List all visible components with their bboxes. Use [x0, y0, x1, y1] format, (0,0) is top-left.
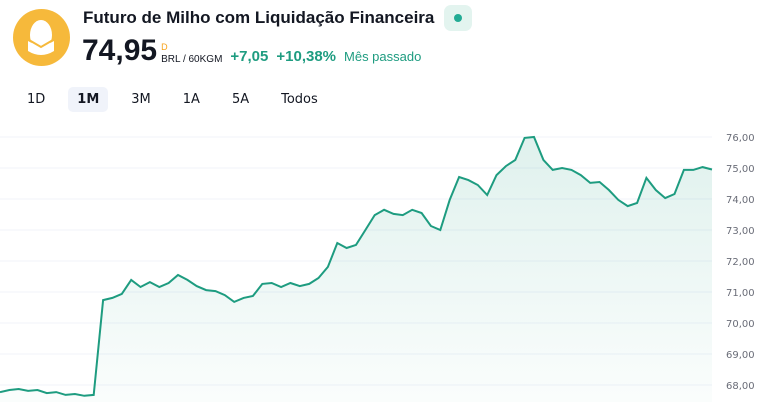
- y-tick-label: 68,00: [726, 381, 755, 392]
- price-change-percent: +10,38%: [276, 48, 337, 65]
- tab-5a[interactable]: 5A: [231, 92, 250, 107]
- tab-1a[interactable]: 1A: [182, 92, 200, 107]
- y-tick-label: 73,00: [726, 226, 755, 237]
- y-tick-label: 76,00: [726, 133, 755, 144]
- tab-3m[interactable]: 3M: [131, 92, 151, 107]
- y-tick-label: 74,00: [726, 195, 755, 206]
- status-dot-icon: [454, 14, 463, 22]
- period-label: Mês passado: [344, 49, 422, 64]
- price-unit: BRL / 60KGM: [161, 54, 223, 65]
- y-tick-label: 70,00: [726, 319, 755, 330]
- tab-todos[interactable]: Todos: [281, 92, 318, 107]
- title-row: Futuro de Milho com Liquidação Financeir…: [83, 5, 473, 31]
- delayed-flag: D: [161, 42, 168, 52]
- range-tabs: 1D 1M 3M 1A 5A Todos: [18, 87, 341, 112]
- price-change: +7,05: [230, 48, 269, 65]
- symbol-title: Futuro de Milho com Liquidação Financeir…: [83, 8, 435, 27]
- y-tick-label: 69,00: [726, 350, 755, 361]
- y-tick-label: 71,00: [726, 288, 755, 299]
- tab-1d[interactable]: 1D: [27, 92, 46, 107]
- corn-logo-icon: [13, 9, 70, 66]
- y-tick-label: 72,00: [726, 257, 755, 268]
- market-status-badge[interactable]: [444, 5, 473, 31]
- tab-1m[interactable]: 1M: [68, 87, 109, 112]
- price-chart[interactable]: 76,00 75,00 74,00 73,00 72,00 71,00 70,00 69,00…: [0, 120, 761, 402]
- y-tick-label: 75,00: [726, 164, 755, 175]
- last-price: 74,95: [82, 34, 158, 67]
- price-row: 74,95 D BRL / 60KGM +7,05 +10,38% Mês pa…: [82, 34, 421, 68]
- price-line: [0, 135, 713, 397]
- price-meta: D BRL / 60KGM: [161, 42, 222, 68]
- price-area: [0, 137, 712, 402]
